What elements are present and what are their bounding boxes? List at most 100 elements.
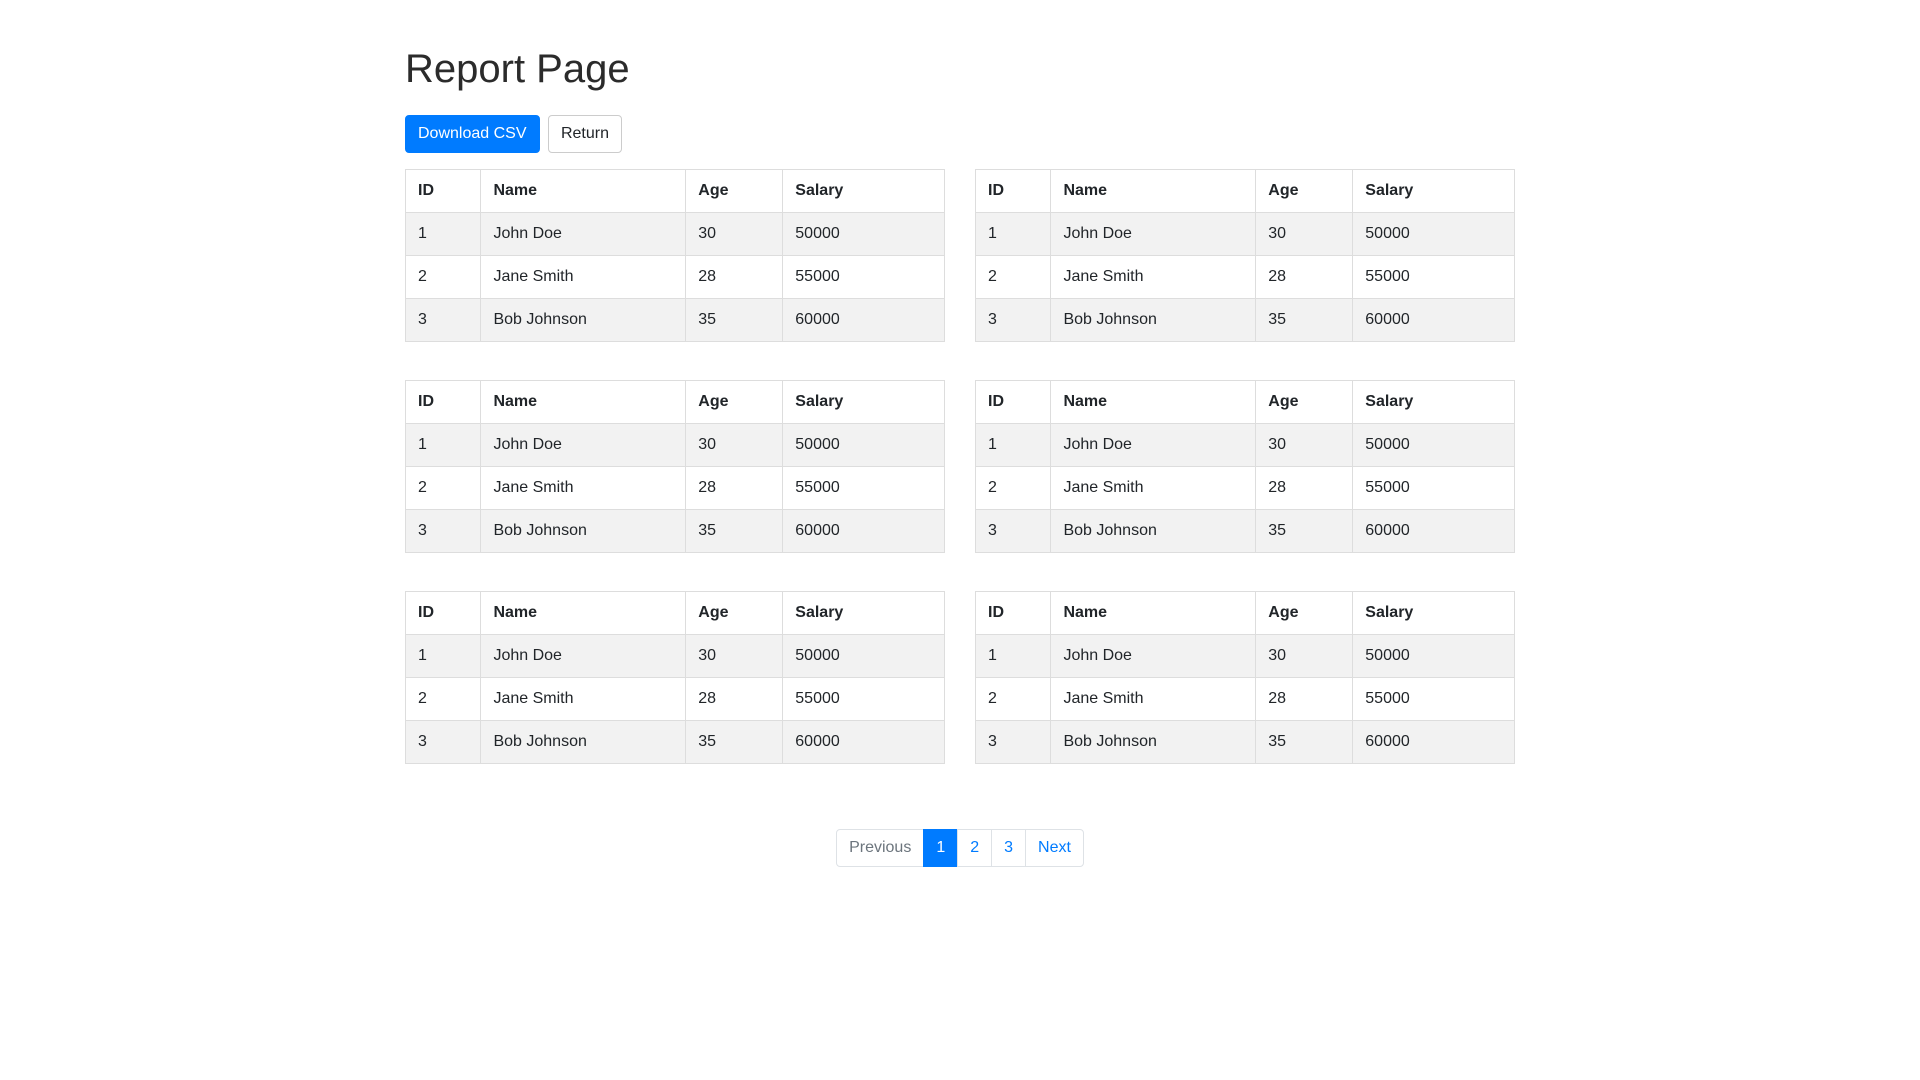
table-row: 1 John Doe 30 50000 (404, 634, 945, 678)
cell-id: 1 (974, 423, 1052, 467)
table-row: 1 John Doe 30 50000 (974, 634, 1515, 678)
cell-age: 30 (685, 423, 784, 467)
cell-id: 3 (404, 509, 482, 553)
cell-name: John Doe (480, 634, 687, 678)
cell-salary: 60000 (1352, 509, 1515, 553)
column-header-name: Name (1050, 591, 1257, 635)
report-table: ID Name Age Salary 1 John Doe 30 50000 2… (404, 169, 945, 342)
cell-name: Bob Johnson (480, 720, 687, 764)
column-header-id: ID (974, 169, 1052, 213)
table-row: 2 Jane Smith 28 55000 (974, 255, 1515, 299)
column-header-age: Age (1255, 591, 1354, 635)
table-row: 2 Jane Smith 28 55000 (404, 677, 945, 721)
return-button[interactable]: Return (547, 115, 622, 153)
cell-name: Jane Smith (1050, 255, 1257, 299)
table-row: 1 John Doe 30 50000 (404, 423, 945, 467)
table-cell-wrapper: ID Name Age Salary 1 John Doe 30 50000 2… (390, 380, 960, 553)
column-header-salary: Salary (782, 591, 945, 635)
table-cell-wrapper: ID Name Age Salary 1 John Doe 30 50000 2… (390, 591, 960, 764)
cell-salary: 55000 (782, 677, 945, 721)
cell-age: 30 (1255, 634, 1354, 678)
cell-name: Jane Smith (480, 255, 687, 299)
pagination-previous-link[interactable]: Previous (836, 829, 925, 867)
pagination-page-3-link[interactable]: 3 (991, 829, 1027, 867)
column-header-id: ID (404, 591, 482, 635)
download-csv-button[interactable]: Download CSV (405, 115, 540, 153)
report-table: ID Name Age Salary 1 John Doe 30 50000 2… (404, 380, 945, 553)
table-row: 2 Jane Smith 28 55000 (974, 466, 1515, 510)
cell-age: 30 (1255, 423, 1354, 467)
table-row: 2 Jane Smith 28 55000 (404, 255, 945, 299)
column-header-id: ID (404, 380, 482, 424)
cell-salary: 60000 (782, 298, 945, 342)
cell-age: 35 (1255, 509, 1354, 553)
table-header-row: ID Name Age Salary (974, 169, 1515, 213)
cell-name: John Doe (480, 212, 687, 256)
column-header-salary: Salary (1352, 591, 1515, 635)
cell-id: 3 (974, 720, 1052, 764)
cell-age: 28 (685, 677, 784, 721)
cell-id: 3 (404, 720, 482, 764)
cell-salary: 60000 (1352, 298, 1515, 342)
table-row: 3 Bob Johnson 35 60000 (404, 720, 945, 764)
pagination-next-link[interactable]: Next (1025, 829, 1084, 867)
tables-grid: ID Name Age Salary 1 John Doe 30 50000 2… (390, 169, 1530, 802)
table-row: 3 Bob Johnson 35 60000 (974, 720, 1515, 764)
cell-age: 28 (1255, 677, 1354, 721)
cell-id: 2 (974, 466, 1052, 510)
cell-salary: 50000 (782, 212, 945, 256)
table-cell-wrapper: ID Name Age Salary 1 John Doe 30 50000 2… (960, 169, 1530, 342)
column-header-id: ID (404, 169, 482, 213)
cell-salary: 50000 (1352, 423, 1515, 467)
report-table: ID Name Age Salary 1 John Doe 30 50000 2… (974, 591, 1515, 764)
column-header-name: Name (1050, 169, 1257, 213)
cell-name: Bob Johnson (1050, 298, 1257, 342)
table-row: 3 Bob Johnson 35 60000 (974, 298, 1515, 342)
column-header-name: Name (480, 169, 687, 213)
table-header-row: ID Name Age Salary (974, 591, 1515, 635)
column-header-id: ID (974, 591, 1052, 635)
cell-name: John Doe (480, 423, 687, 467)
cell-name: Jane Smith (480, 466, 687, 510)
table-cell-wrapper: ID Name Age Salary 1 John Doe 30 50000 2… (960, 591, 1530, 764)
cell-id: 2 (404, 466, 482, 510)
pagination-page-1-item: 1 (923, 829, 959, 867)
table-row: 1 John Doe 30 50000 (974, 423, 1515, 467)
cell-age: 35 (685, 298, 784, 342)
toolbar: Download CSV Return (405, 115, 1515, 153)
table-row: 1 John Doe 30 50000 (974, 212, 1515, 256)
table-row: 3 Bob Johnson 35 60000 (404, 298, 945, 342)
column-header-id: ID (974, 380, 1052, 424)
cell-salary: 50000 (782, 423, 945, 467)
cell-salary: 55000 (1352, 466, 1515, 510)
table-row: 2 Jane Smith 28 55000 (404, 466, 945, 510)
cell-name: Bob Johnson (480, 298, 687, 342)
column-header-age: Age (1255, 380, 1354, 424)
table-header-row: ID Name Age Salary (404, 169, 945, 213)
cell-name: Bob Johnson (1050, 720, 1257, 764)
content-container: Report Page Download CSV Return ID Name … (390, 0, 1530, 867)
table-row: 2 Jane Smith 28 55000 (974, 677, 1515, 721)
table-cell-wrapper: ID Name Age Salary 1 John Doe 30 50000 2… (390, 169, 960, 342)
cell-id: 3 (404, 298, 482, 342)
column-header-name: Name (1050, 380, 1257, 424)
pagination-page-2-link[interactable]: 2 (957, 829, 993, 867)
pagination-page-1-link[interactable]: 1 (923, 829, 959, 867)
cell-salary: 50000 (1352, 212, 1515, 256)
cell-id: 1 (974, 212, 1052, 256)
table-cell-wrapper: ID Name Age Salary 1 John Doe 30 50000 2… (960, 380, 1530, 553)
cell-name: Jane Smith (480, 677, 687, 721)
cell-age: 28 (1255, 466, 1354, 510)
column-header-salary: Salary (1352, 380, 1515, 424)
table-row: 1 John Doe 30 50000 (404, 212, 945, 256)
cell-id: 1 (404, 212, 482, 256)
cell-name: Jane Smith (1050, 677, 1257, 721)
pagination-list: Previous 1 2 3 Next (405, 829, 1515, 867)
pagination-page-3-item: 3 (991, 829, 1027, 867)
column-header-age: Age (685, 380, 784, 424)
report-table: ID Name Age Salary 1 John Doe 30 50000 2… (404, 591, 945, 764)
cell-age: 35 (685, 509, 784, 553)
table-row: 3 Bob Johnson 35 60000 (974, 509, 1515, 553)
page-title: Report Page (405, 47, 630, 91)
